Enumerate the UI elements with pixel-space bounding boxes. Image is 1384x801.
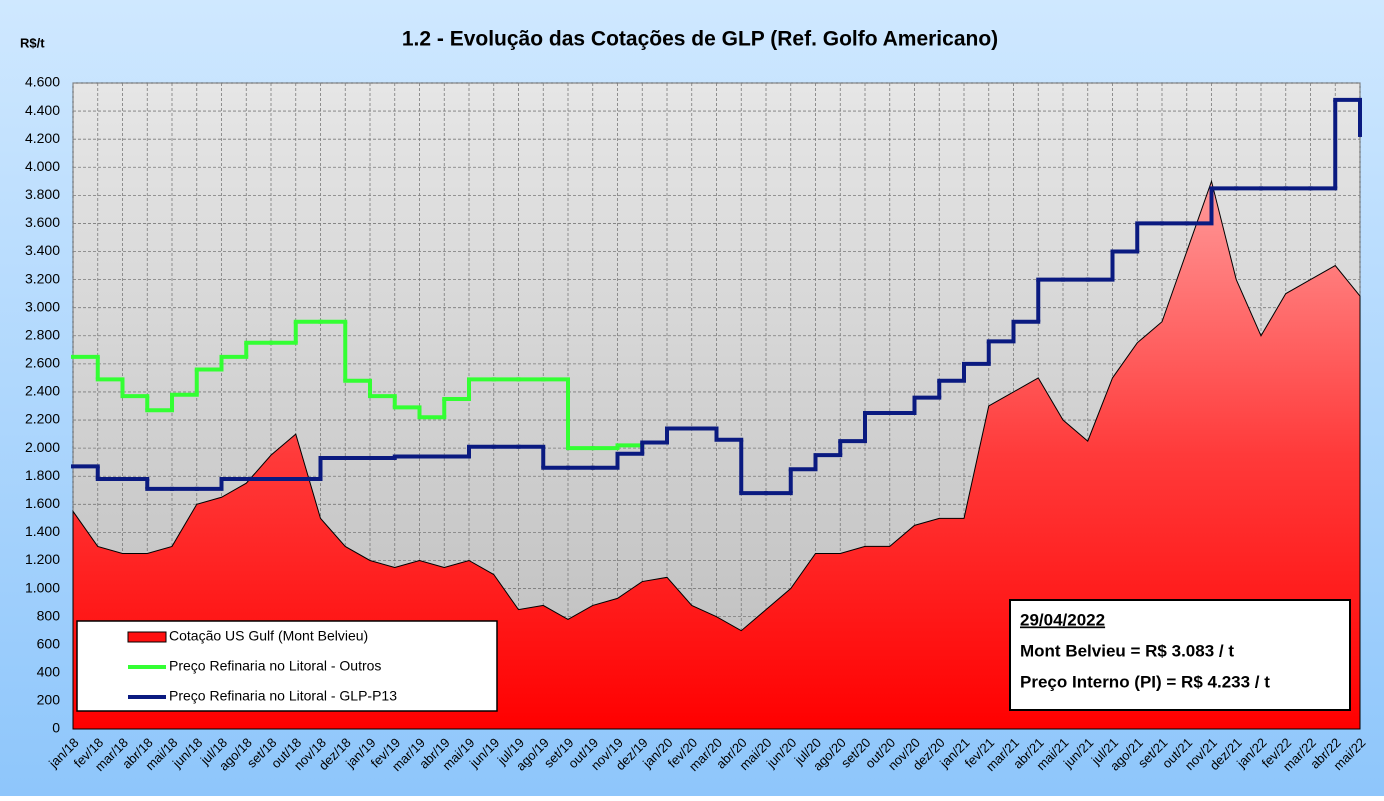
y-tick-label: 0: [52, 720, 60, 736]
annotation-text: Preço Interno (PI) = R$ 4.233 / t: [1020, 672, 1270, 691]
annotation-date: 29/04/2022: [1020, 610, 1105, 629]
y-tick-label: 4.000: [25, 158, 60, 174]
legend-label: Preço Refinaria no Litoral - GLP-P13: [169, 688, 397, 704]
y-tick-label: 800: [37, 607, 61, 623]
y-tick-label: 1.200: [25, 551, 60, 567]
y-tick-label: 1.800: [25, 467, 60, 483]
legend-label: Preço Refinaria no Litoral - Outros: [169, 658, 381, 674]
y-axis-label: R$/t: [20, 35, 45, 50]
y-tick-label: 3.800: [25, 186, 60, 202]
annotation-box: [1009, 599, 1351, 711]
annotation-text: Mont Belvieu = R$ 3.083 / t: [1020, 641, 1234, 660]
y-tick-label: 3.400: [25, 242, 60, 258]
y-tick-label: 3.200: [25, 270, 60, 286]
y-tick-label: 200: [37, 692, 61, 708]
y-tick-label: 2.400: [25, 383, 60, 399]
y-tick-label: 1.000: [25, 579, 60, 595]
y-tick-label: 4.200: [25, 130, 60, 146]
y-tick-label: 1.400: [25, 523, 60, 539]
y-tick-label: 600: [37, 635, 61, 651]
y-tick-label: 3.000: [25, 298, 60, 314]
y-tick-label: 4.600: [25, 74, 60, 90]
y-tick-label: 2.200: [25, 411, 60, 427]
area: [72, 179, 1361, 730]
legend-swatch: [127, 631, 167, 643]
y-tick-label: 3.600: [25, 214, 60, 230]
y-tick-label: 4.400: [25, 102, 60, 118]
y-tick-label: 1.600: [25, 495, 60, 511]
y-tick-label: 2.600: [25, 355, 60, 371]
y-tick-label: 2.000: [25, 439, 60, 455]
y-tick-label: 2.800: [25, 326, 60, 342]
chart-title: 1.2 - Evolução das Cotações de GLP (Ref.…: [402, 28, 998, 51]
legend-label: Cotação US Gulf (Mont Belvieu): [169, 628, 368, 644]
y-tick-label: 400: [37, 664, 61, 680]
